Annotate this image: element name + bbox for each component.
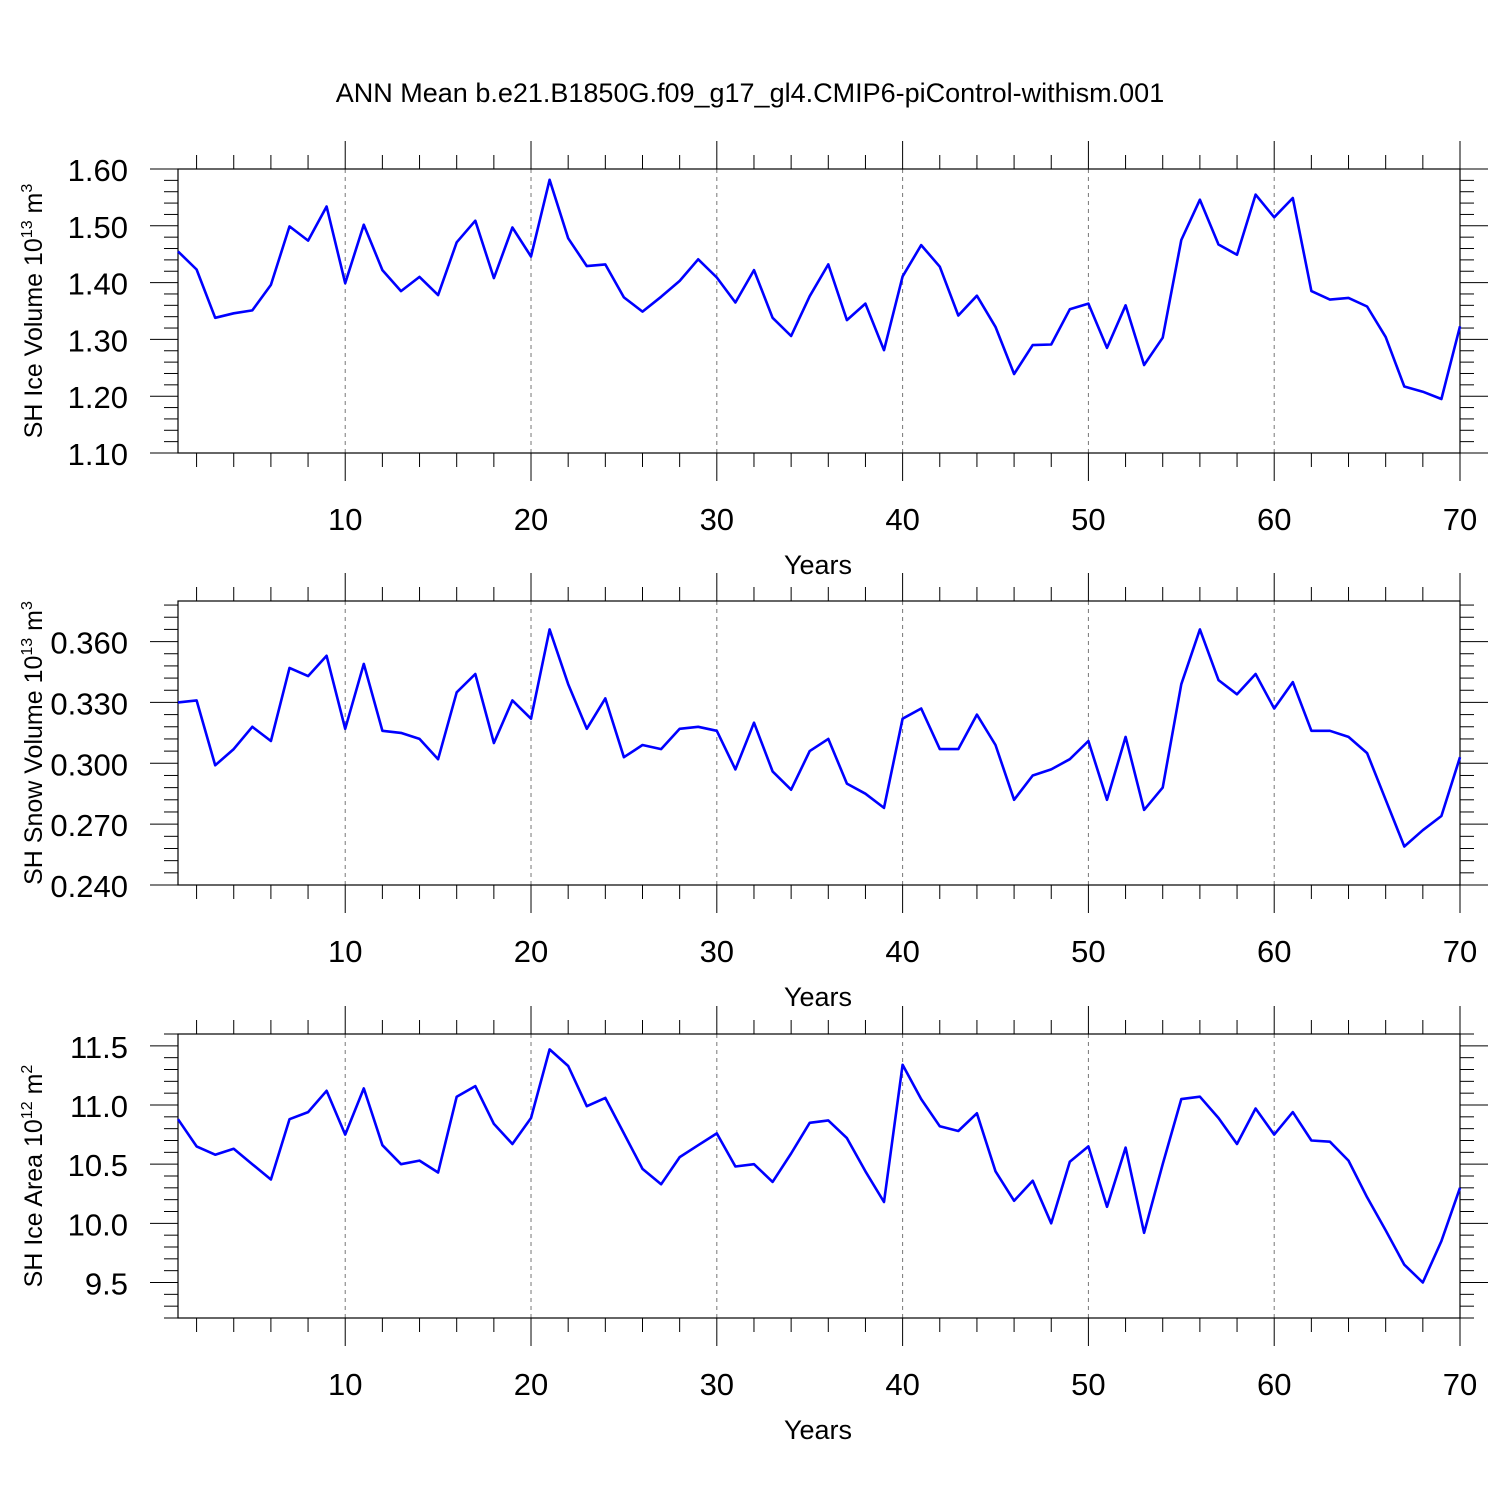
x-axis-label: Years — [784, 1415, 852, 1445]
chart-panel-1: 10 20 30 40 50 60 70 Years 1.10 1.20 1.30 1.40 1.50 1… — [19, 141, 1488, 580]
x-tick-label: 40 — [885, 502, 919, 537]
plot-frame — [177, 168, 1461, 454]
x-tick-label: 10 — [328, 1367, 362, 1402]
x-tick-label: 20 — [514, 502, 548, 537]
y-tick-label: 0.360 — [50, 626, 128, 661]
x-tick-label: 50 — [1071, 934, 1105, 969]
x-tick-label: 30 — [700, 1367, 734, 1402]
y-tick-label: 11.0 — [70, 1089, 128, 1124]
x-tick-label: 60 — [1257, 1367, 1291, 1402]
x-tick-label: 40 — [885, 1367, 919, 1402]
series-line — [176, 1048, 1462, 1284]
y-tick-label: 10.0 — [68, 1207, 128, 1242]
y-tick-label: 0.270 — [50, 808, 128, 843]
y-tick-label: 1.40 — [68, 267, 128, 302]
y-tick-label: 1.20 — [68, 380, 128, 415]
x-tick-label: 50 — [1071, 1367, 1105, 1402]
x-tick-label: 70 — [1443, 1367, 1477, 1402]
x-tick-label: 60 — [1257, 934, 1291, 969]
y-tick-label: 11.5 — [70, 1030, 128, 1065]
y-tick-label: 10.5 — [68, 1148, 128, 1183]
y-tick-label: 0.300 — [50, 747, 128, 782]
page-title: ANN Mean b.e21.B1850G.f09_g17_gl4.CMIP6-… — [335, 78, 1165, 108]
y-tick-label: 1.10 — [68, 437, 128, 472]
y-axis-label: SH Ice Area 1012 m2 — [19, 1065, 48, 1288]
plot-frame — [177, 1033, 1461, 1319]
plot-frame — [177, 600, 1461, 886]
y-tick-label: 1.60 — [68, 153, 128, 188]
y-tick-label: 1.50 — [68, 210, 128, 245]
x-tick-label: 10 — [328, 934, 362, 969]
series-line — [177, 178, 1462, 401]
x-axis-label: Years — [784, 550, 852, 580]
y-tick-label: 0.330 — [50, 686, 128, 721]
x-axis-label: Years — [784, 982, 852, 1012]
x-tick-label: 60 — [1257, 502, 1291, 537]
y-axis-label: SH Ice Volume 1013 m3 — [19, 184, 48, 439]
x-tick-label: 50 — [1071, 502, 1105, 537]
y-tick-label: 1.30 — [68, 323, 128, 358]
chart-panel-2: 10 20 30 40 50 60 70 Years 0.240 0.270 0.300 0.330 0… — [19, 573, 1488, 1012]
chart-panel-3: 10 20 30 40 50 60 70 Years 9.5 10.0 10.5 11.0 11.5 SH… — [19, 1006, 1488, 1445]
x-tick-label: 30 — [700, 502, 734, 537]
series-line — [177, 628, 1462, 848]
x-tick-label: 10 — [328, 502, 362, 537]
x-tick-label: 30 — [700, 934, 734, 969]
x-tick-label: 20 — [514, 934, 548, 969]
x-tick-label: 20 — [514, 1367, 548, 1402]
y-tick-label: 9.5 — [85, 1267, 128, 1302]
x-tick-label: 70 — [1443, 934, 1477, 969]
x-tick-label: 70 — [1443, 502, 1477, 537]
y-axis-label: SH Snow Volume 1013 m3 — [19, 601, 48, 885]
x-tick-label: 40 — [885, 934, 919, 969]
y-tick-label: 0.240 — [50, 869, 128, 904]
